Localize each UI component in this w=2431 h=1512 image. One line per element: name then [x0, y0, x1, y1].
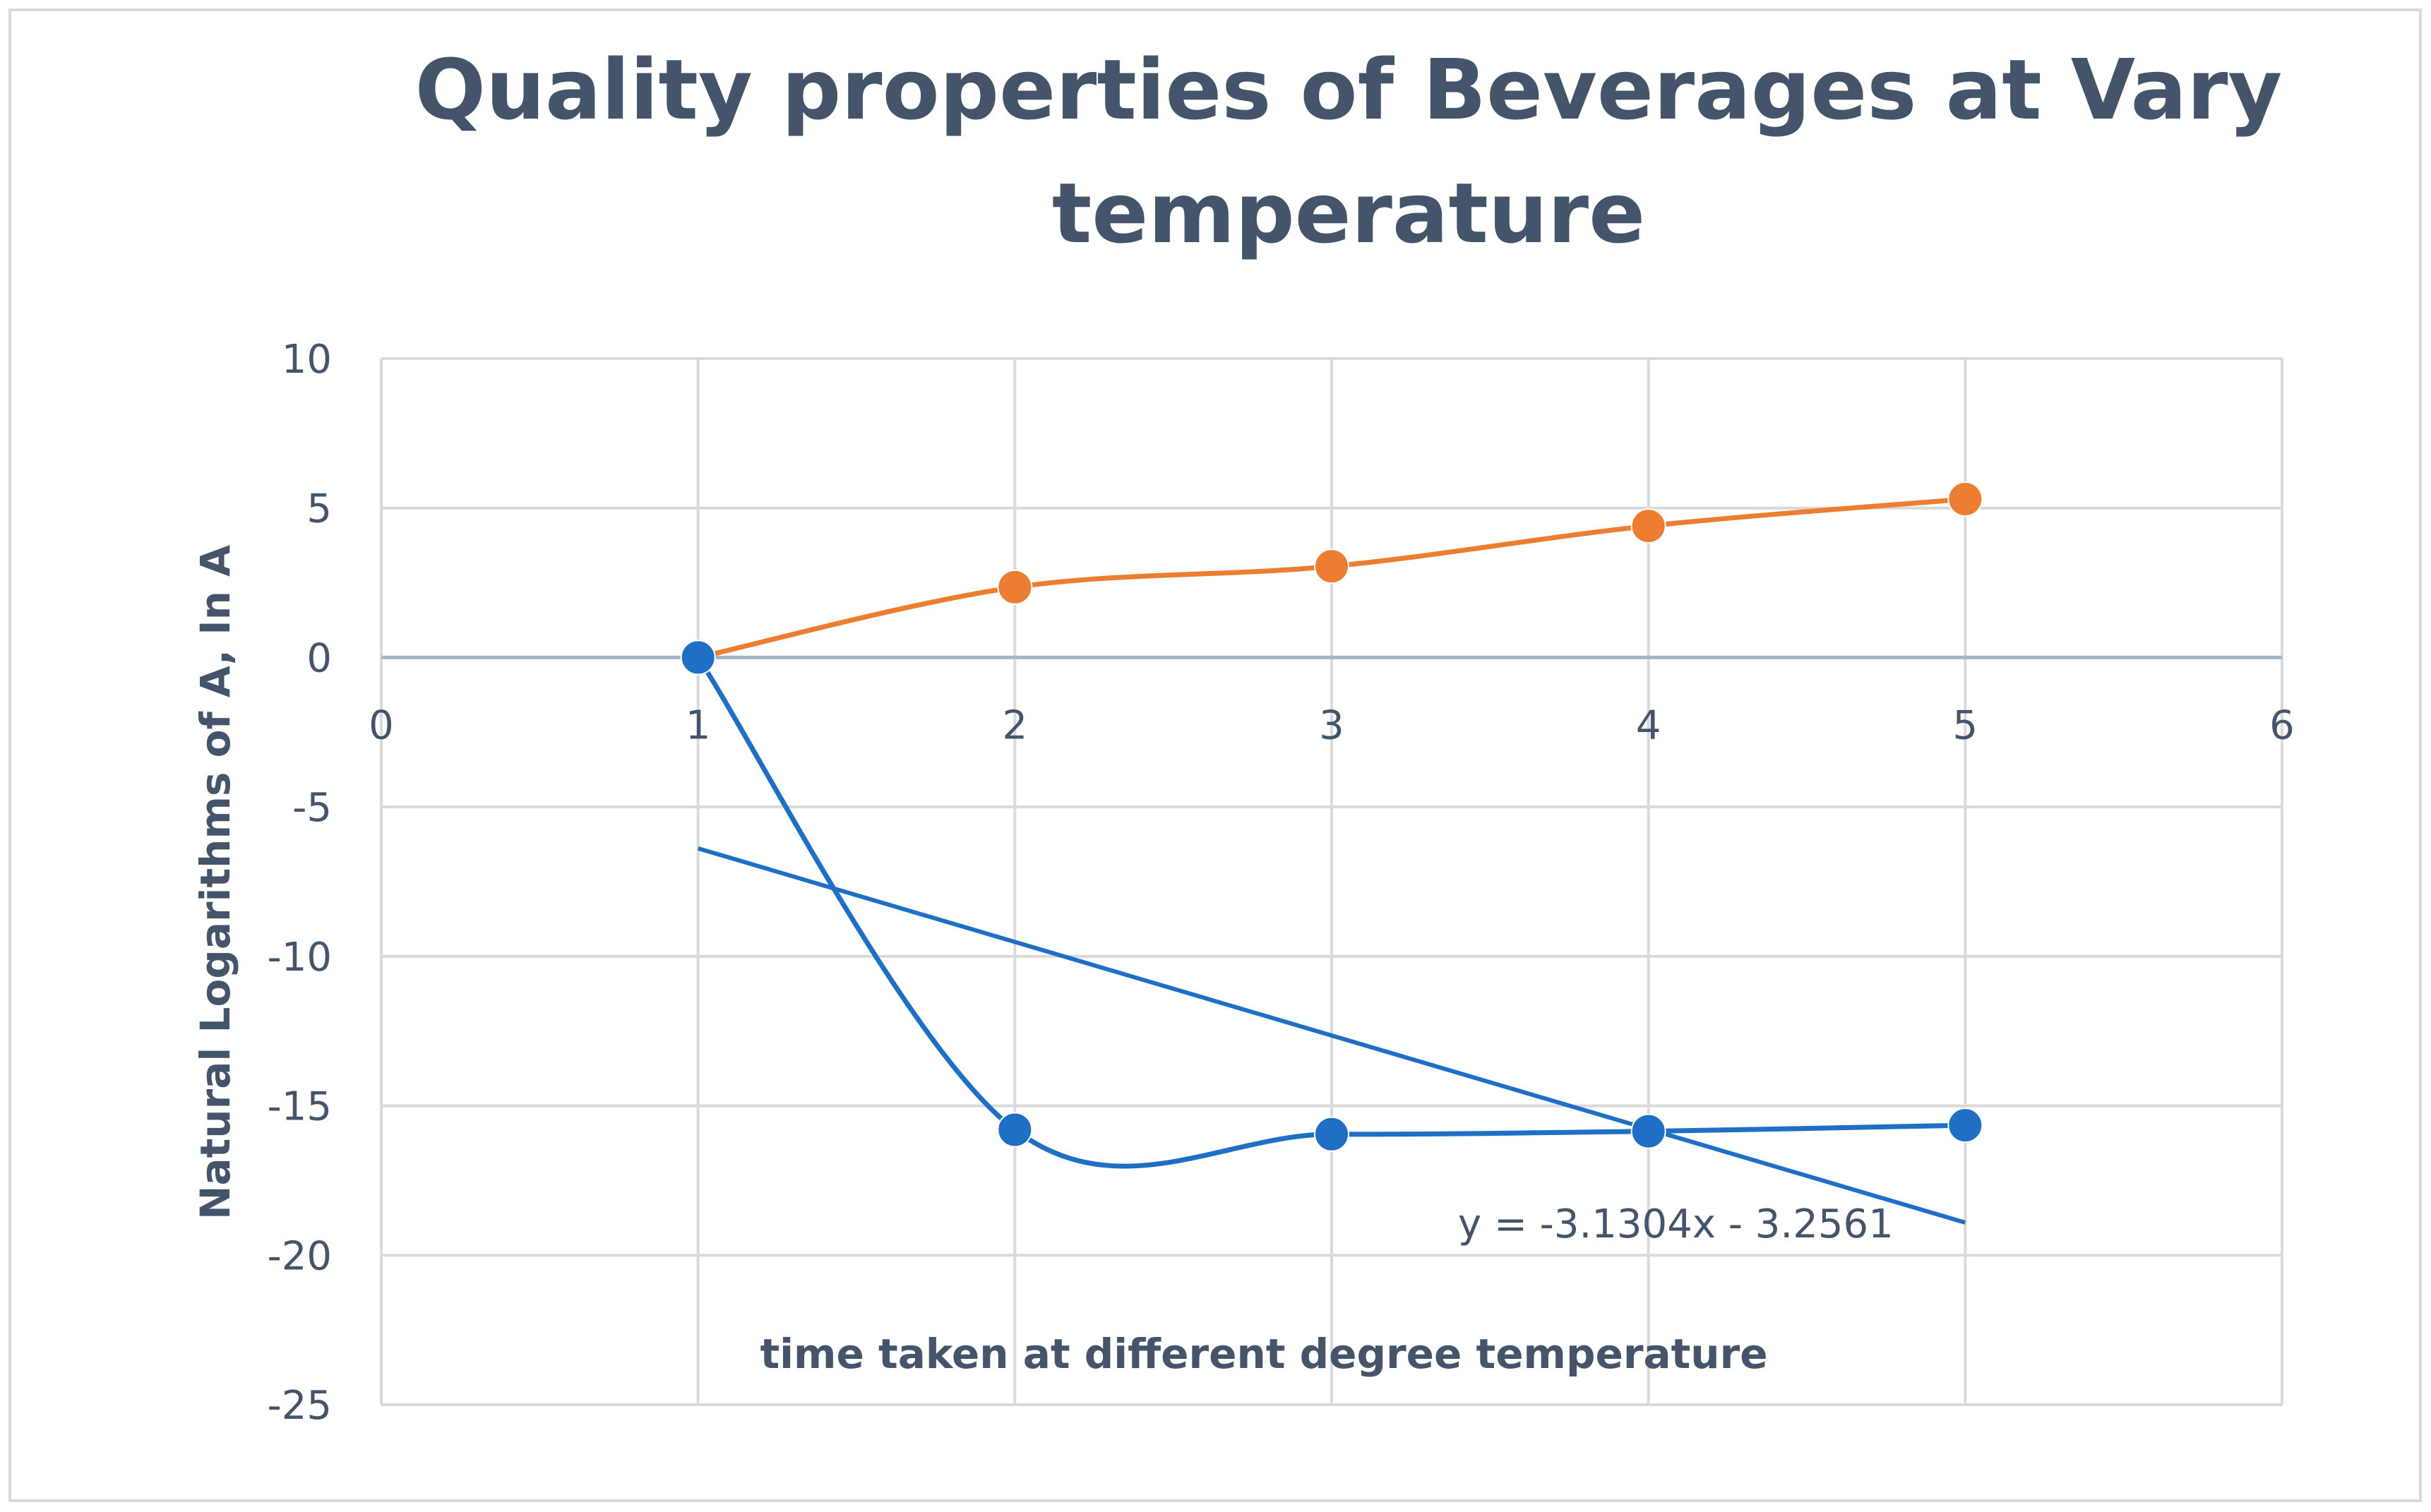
series-layer [680, 481, 1983, 1225]
x-axis-title: time taken at different degree temperatu… [760, 1330, 1767, 1378]
y-tick-label: 5 [306, 486, 332, 532]
x-tick-label: 4 [1636, 702, 1661, 748]
chart-frame [8, 8, 2422, 1502]
trendline [697, 846, 1966, 1225]
data-point-series-1 [1314, 548, 1349, 584]
chart-title-line: Quality properties of Beverages at Vary [415, 41, 2283, 138]
x-tick-label: 0 [369, 702, 394, 748]
y-tick-label: -25 [268, 1383, 332, 1429]
x-tick-label: 3 [1319, 702, 1344, 748]
x-tick-label: 6 [2269, 702, 2295, 748]
y-tick-label: -10 [268, 935, 332, 980]
data-point-series-1 [1947, 481, 1983, 517]
data-point-series-2 [1630, 1113, 1666, 1149]
label-layer: Quality properties of Beverages at Vary t… [191, 41, 2282, 1378]
y-tick-label: 0 [306, 635, 332, 681]
data-point-series-2 [997, 1112, 1033, 1148]
x-tick-label: 1 [686, 702, 711, 748]
y-tick-label: -5 [292, 785, 332, 831]
data-point-series-2 [1947, 1108, 1983, 1144]
grid-layer [380, 357, 2283, 1406]
chart-title-line: temperature [1052, 164, 1645, 262]
data-point-series-1 [1630, 508, 1666, 544]
series-line-2 [695, 656, 1966, 1169]
y-tick-label: -20 [268, 1233, 332, 1279]
axis-layer: 10 5 0 -5 -10 -15 -20 -25 0 1 2 3 4 5 6 [268, 337, 2295, 1429]
x-tick-label: 5 [1953, 702, 1978, 748]
data-point-series-1 [997, 569, 1033, 605]
y-tick-label: 10 [282, 337, 332, 383]
y-axis-title: Natural Logarithms of A, In A [191, 545, 239, 1220]
y-tick-label: -15 [268, 1084, 332, 1130]
x-tick-label: 2 [1003, 702, 1028, 748]
trendline-equation: y = -3.1304x - 3.2561 [1458, 1201, 1894, 1247]
data-point-series-2 [680, 640, 716, 676]
data-point-series-2 [1314, 1116, 1349, 1152]
